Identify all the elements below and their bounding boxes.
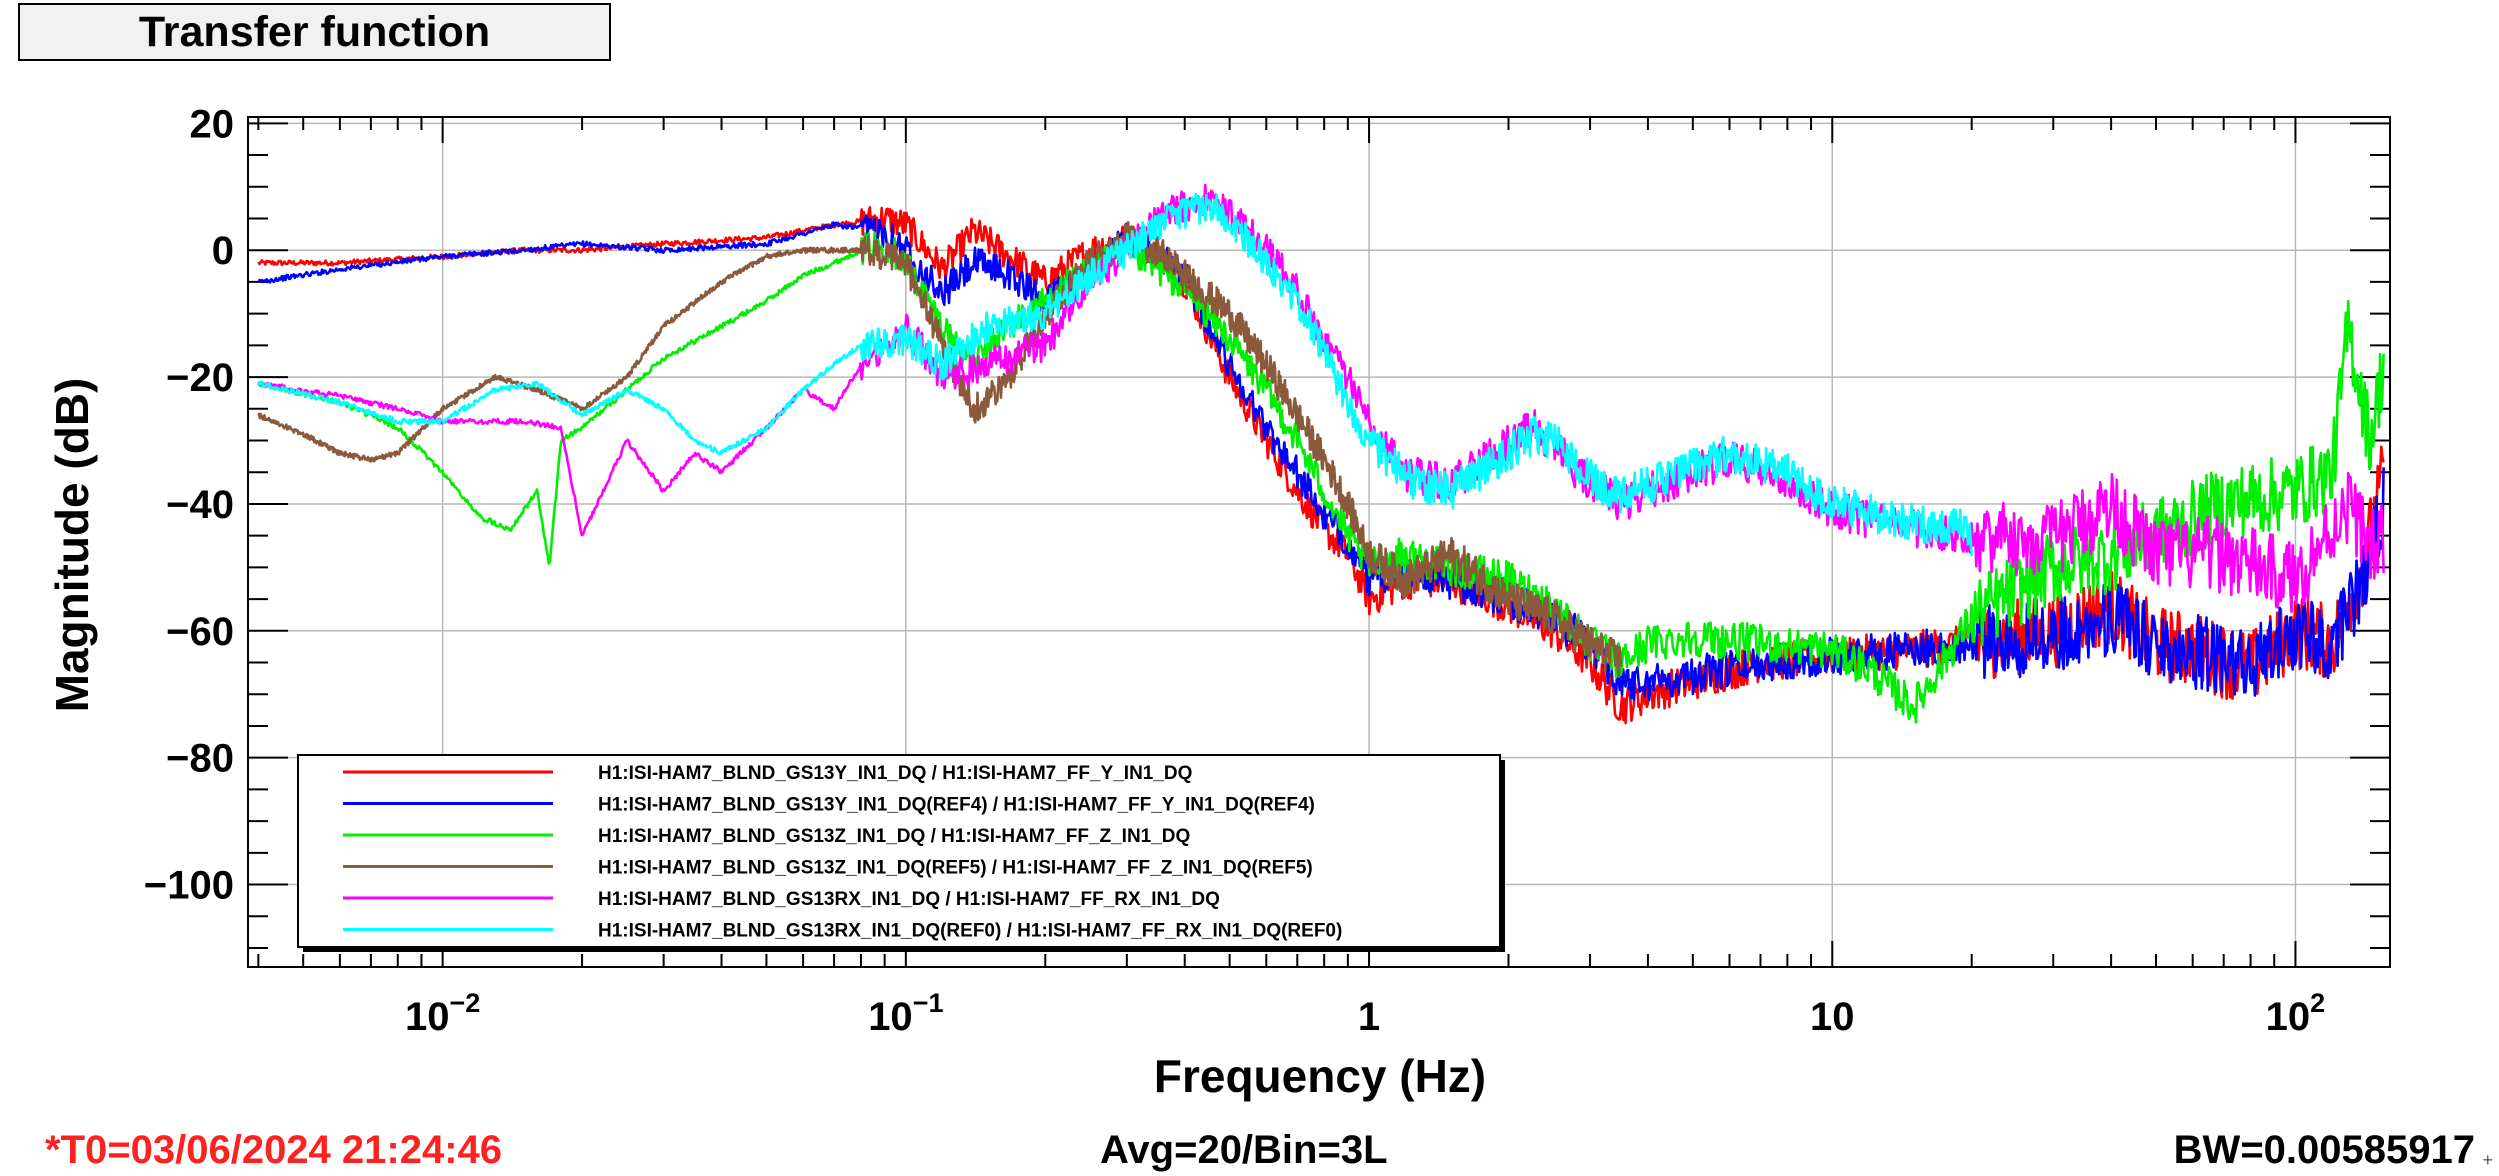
x-tick-label: 1 — [1358, 995, 1380, 1039]
y-tick-label: 20 — [190, 102, 235, 146]
x-axis-title: Frequency (Hz) — [1154, 1050, 1486, 1102]
y-tick-label: −20 — [166, 356, 234, 400]
legend: H1:ISI-HAM7_BLND_GS13Y_IN1_DQ / H1:ISI-H… — [297, 754, 1505, 952]
corner-marker: + — [2482, 1150, 2493, 1170]
x-tick-base: 1 — [1358, 995, 1380, 1039]
legend-label-2: H1:ISI-HAM7_BLND_GS13Z_IN1_DQ / H1:ISI-H… — [598, 826, 1190, 847]
panel-title: Transfer function — [18, 3, 611, 61]
series-lines — [257, 183, 2385, 725]
x-tick-base: 10 — [2266, 995, 2311, 1039]
x-tick-exponent: 2 — [2310, 988, 2325, 1018]
series-line-2 — [258, 231, 2385, 724]
y-tick-label: −80 — [166, 737, 234, 781]
x-tick-labels: 10−2 10−1 1 10 102 — [405, 988, 2325, 1039]
series-line-1 — [257, 214, 2385, 702]
x-tick-base: 10 — [405, 995, 450, 1039]
legend-label-0: H1:ISI-HAM7_BLND_GS13Y_IN1_DQ / H1:ISI-H… — [598, 763, 1192, 784]
series-line-5 — [257, 192, 1973, 556]
x-tick-label: 102 — [2266, 988, 2326, 1039]
y-tick-label: −60 — [166, 610, 234, 654]
x-tick-exponent: −1 — [913, 988, 944, 1018]
legend-label-5: H1:ISI-HAM7_BLND_GS13RX_IN1_DQ(REF0) / H… — [598, 921, 1342, 942]
legend-label-4: H1:ISI-HAM7_BLND_GS13RX_IN1_DQ / H1:ISI-… — [598, 889, 1220, 910]
y-tick-label: 0 — [212, 229, 234, 273]
t0-timestamp: *T0=03/06/2024 21:24:46 — [45, 1128, 503, 1172]
series-line-3 — [257, 221, 1623, 679]
y-tick-label: −100 — [144, 864, 234, 908]
y-tick-labels: 20 0 −20 −40 −60 −80 −100 — [144, 102, 234, 907]
x-tick-base: 10 — [868, 995, 913, 1039]
x-tick-exponent: −2 — [449, 988, 480, 1018]
y-axis-title: Magnitude (dB) — [46, 378, 98, 713]
legend-label-3: H1:ISI-HAM7_BLND_GS13Z_IN1_DQ(REF5) / H1… — [598, 858, 1313, 879]
averaging-info: Avg=20/Bin=3L — [1100, 1128, 1388, 1172]
x-tick-label: 10−1 — [868, 988, 943, 1039]
x-tick-label: 10 — [1810, 995, 1855, 1039]
x-tick-base: 10 — [1810, 995, 1855, 1039]
bandwidth-info: BW=0.00585917 — [2173, 1128, 2475, 1172]
plot-frame — [247, 116, 2391, 968]
legend-box — [297, 754, 1501, 948]
legend-label-1: H1:ISI-HAM7_BLND_GS13Y_IN1_DQ(REF4) / H1… — [598, 795, 1315, 816]
y-tick-label: −40 — [166, 483, 234, 527]
x-tick-label: 10−2 — [405, 988, 480, 1039]
